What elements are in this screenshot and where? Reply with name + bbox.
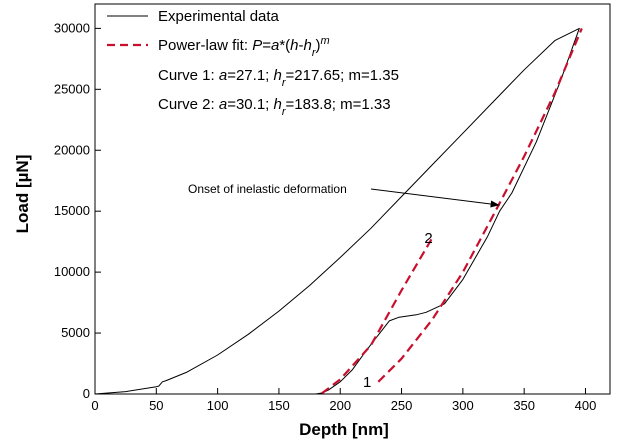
- curve-label-2: 2: [424, 230, 432, 247]
- series-line-curve-1: [377, 27, 583, 383]
- x-tick-label: 0: [91, 398, 98, 413]
- x-tick-label: 150: [268, 398, 290, 413]
- annotation-arrow: [370, 188, 500, 206]
- curve-label-1: 1: [363, 374, 371, 391]
- series-line-experimental-data: [94, 27, 580, 395]
- x-tick-label: 250: [391, 398, 413, 413]
- x-tick-label: 100: [207, 398, 229, 413]
- fit-parameters-curve-2: Curve 2: a=30.1; hr=183.8; m=1.33: [158, 96, 391, 118]
- legend: Experimental data Power-law fit: P=a*(h-…: [107, 8, 399, 118]
- fit-parameters-curve-1: Curve 1: a=27.1; hr=217.65; m=1.35: [158, 67, 399, 89]
- y-axis-title: Load [µN]: [13, 155, 32, 234]
- x-axis-ticks: 0 50 100 150 200 250 300 350 400: [91, 388, 596, 413]
- annotation-onset-inelastic: Onset of inelastic deformation: [188, 182, 347, 196]
- legend-label-power-law-fit: Power-law fit: P=a*(h-hr)m: [158, 35, 330, 59]
- annotation-arrowhead: [490, 200, 500, 208]
- legend-label-experimental: Experimental data: [158, 8, 280, 25]
- y-tick-label: 15000: [54, 203, 90, 218]
- x-tick-label: 300: [452, 398, 474, 413]
- plot-curves: [94, 27, 583, 395]
- x-tick-label: 350: [513, 398, 535, 413]
- x-tick-label: 400: [575, 398, 597, 413]
- y-tick-label: 10000: [54, 264, 90, 279]
- x-tick-label: 200: [329, 398, 351, 413]
- y-tick-label: 20000: [54, 142, 90, 157]
- plot-frame: [94, 3, 611, 395]
- series-line-curve-2: [321, 237, 434, 395]
- y-tick-label: 0: [83, 386, 90, 401]
- y-tick-label: 25000: [54, 81, 90, 96]
- x-axis-title: Depth [nm]: [299, 420, 389, 439]
- y-tick-label: 30000: [54, 20, 90, 35]
- x-tick-label: 50: [149, 398, 163, 413]
- y-axis-ticks: 0 5000 10000 15000 20000 25000 30000: [54, 20, 101, 401]
- y-tick-label: 5000: [61, 325, 90, 340]
